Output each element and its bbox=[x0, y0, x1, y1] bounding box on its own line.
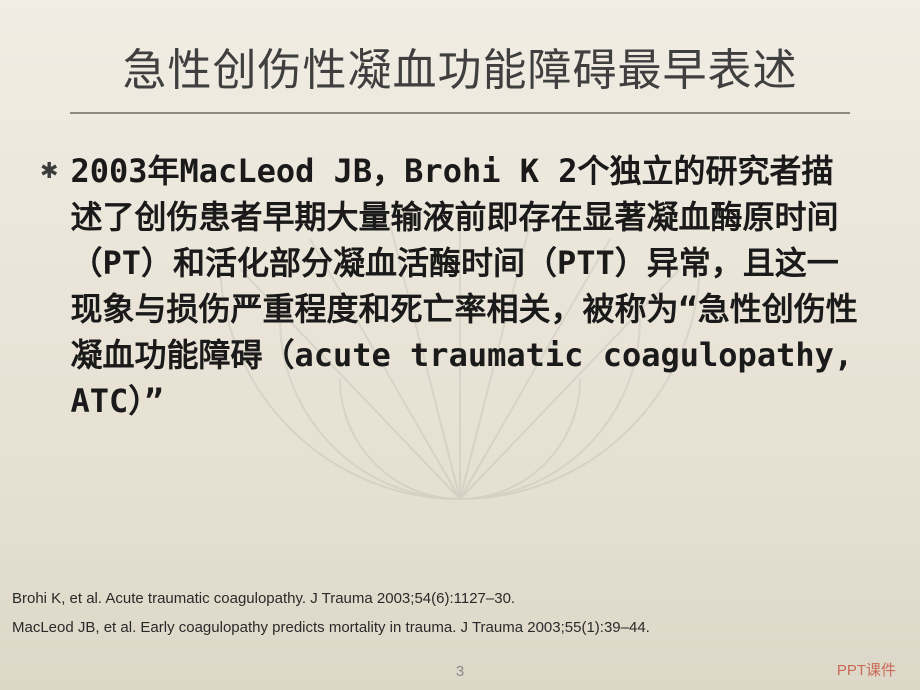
footer-label: PPT课件 bbox=[837, 659, 896, 680]
body-content: ✱ 2003年MacLeod JB，Brohi K 2个独立的研究者描述了创伤患… bbox=[0, 114, 920, 424]
reference-line: Brohi K, et al. Acute traumatic coagulop… bbox=[12, 590, 900, 607]
references: Brohi K, et al. Acute traumatic coagulop… bbox=[12, 590, 900, 648]
slide: 急性创伤性凝血功能障碍最早表述 ✱ 2003年MacLeod JB，Brohi … bbox=[0, 0, 920, 690]
bullet-item: ✱ 2003年MacLeod JB，Brohi K 2个独立的研究者描述了创伤患… bbox=[40, 148, 860, 424]
slide-title: 急性创伤性凝血功能障碍最早表述 bbox=[0, 0, 920, 98]
body-text: 2003年MacLeod JB，Brohi K 2个独立的研究者描述了创伤患者早… bbox=[70, 148, 860, 424]
page-number: 3 bbox=[456, 663, 464, 680]
bullet-icon: ✱ bbox=[40, 148, 58, 194]
title-underline bbox=[70, 112, 850, 114]
reference-line: MacLeod JB, et al. Early coagulopathy pr… bbox=[12, 619, 900, 636]
